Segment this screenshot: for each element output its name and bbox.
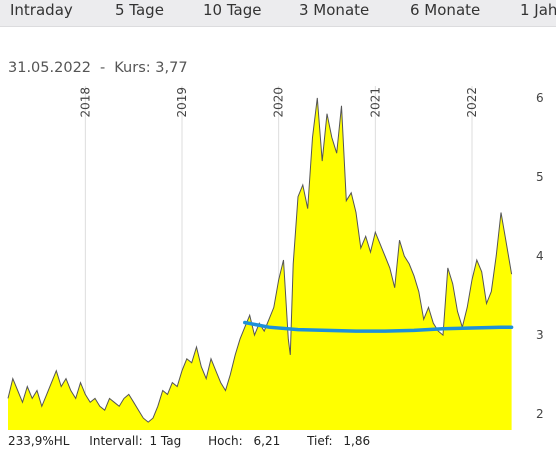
price-tick-label: 2	[536, 407, 544, 421]
tab-6-monate[interactable]: 6 Monate	[410, 1, 481, 19]
period-tab-bar: Intraday 5 Tage 10 Tage 3 Monate 6 Monat…	[0, 0, 556, 27]
price-tick-label: 3	[536, 328, 544, 342]
price-value: 3,77	[155, 60, 188, 76]
tab-intraday[interactable]: Intraday	[10, 1, 73, 19]
tab-3-monate[interactable]: 3 Monate	[299, 1, 370, 19]
low-value: 1,86	[343, 434, 371, 448]
year-tick-label: 2018	[78, 87, 92, 118]
year-tick-label: 2020	[272, 87, 286, 118]
interval-label: Intervall:	[89, 434, 143, 448]
year-tick-label: 2019	[175, 87, 189, 118]
interval-value: 1 Tag	[149, 434, 182, 448]
price-tick-label: 5	[536, 170, 544, 184]
moving-average-line	[243, 320, 514, 333]
tab-1-jahr[interactable]: 1 Jahr	[520, 1, 556, 19]
price-tick-label: 4	[536, 249, 544, 263]
high-label: Hoch:	[208, 434, 243, 448]
price-chart[interactable]: 2018 2019 2020 2021 2022 2 3 4 5 6	[0, 84, 556, 434]
price-label: Kurs:	[114, 60, 151, 76]
high-value: 6,21	[253, 434, 281, 448]
headline-separator: -	[100, 60, 106, 76]
price-tick-label: 6	[536, 91, 544, 105]
year-tick-label: 2021	[368, 87, 382, 118]
year-tick-label: 2022	[465, 87, 479, 118]
price-area	[8, 97, 512, 431]
performance-value: 233,9%HL	[8, 434, 70, 448]
tab-10-tage[interactable]: 10 Tage	[203, 1, 262, 19]
quote-date: 31.05.2022	[8, 60, 92, 76]
chart-footer: 233,9%HL Intervall: 1 Tag Hoch: 6,21 Tie…	[8, 434, 370, 448]
price-headline: 31.05.2022- Kurs: 3,77	[8, 60, 188, 76]
price-area-layer	[7, 97, 513, 431]
axis-labels: 2018 2019 2020 2021 2022 2 3 4 5 6	[78, 87, 543, 421]
low-label: Tief:	[307, 434, 333, 448]
moving-average-layer	[243, 320, 514, 333]
tab-5-tage[interactable]: 5 Tage	[115, 1, 164, 19]
